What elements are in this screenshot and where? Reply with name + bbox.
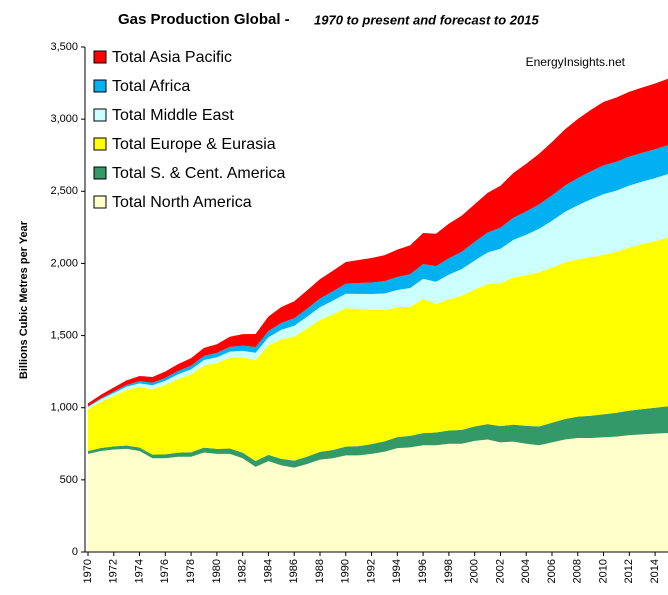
legend-swatch <box>93 50 107 64</box>
y-tick-label: 500 <box>60 474 78 486</box>
legend-swatch <box>93 195 107 209</box>
x-tick-label: 1986 <box>288 559 300 583</box>
x-tick-label: 1994 <box>391 559 403 583</box>
y-tick-label: 0 <box>72 546 78 558</box>
area <box>88 406 668 468</box>
y-tick-label: 1,500 <box>50 329 78 341</box>
area <box>88 237 668 461</box>
x-tick-label: 2004 <box>520 559 532 583</box>
y-tick-label: 2,500 <box>50 185 78 197</box>
x-tick-label: 1980 <box>211 559 223 583</box>
area <box>88 145 668 407</box>
legend-label: Total Asia Pacific <box>112 49 232 66</box>
x-tick-label: 2012 <box>623 559 635 583</box>
x-tick-label: 1988 <box>314 559 326 583</box>
legend-label: Total Africa <box>112 78 190 95</box>
legend-swatch <box>93 137 107 151</box>
x-tick-label: 1972 <box>108 559 120 583</box>
area <box>88 432 668 552</box>
legend-label: Total Europe & Eurasia <box>112 136 276 153</box>
x-tick-label: 2010 <box>597 559 609 583</box>
x-tick-label: 1970 <box>82 559 94 583</box>
y-tick-label: 3,500 <box>50 41 78 53</box>
legend-label: Total S. & Cent. America <box>112 165 286 182</box>
legend-swatch <box>93 108 107 122</box>
x-tick-label: 1996 <box>417 559 429 583</box>
x-tick-label: 1984 <box>262 559 274 583</box>
annotation: EnergyInsights.net <box>526 55 626 69</box>
chart-subtitle: 1970 to present and forecast to 2015 <box>314 12 539 27</box>
legend-label: Total North America <box>112 194 252 211</box>
legend-swatch <box>93 166 107 180</box>
x-tick-label: 1976 <box>159 559 171 583</box>
x-tick-label: 1982 <box>237 559 249 583</box>
y-tick-label: 1,000 <box>50 402 78 414</box>
y-tick-label: 2,000 <box>50 257 78 269</box>
plot-area <box>88 78 668 552</box>
x-tick-label: 2002 <box>494 559 506 583</box>
x-tick-label: 1990 <box>340 559 352 583</box>
x-tick-label: 1978 <box>185 559 197 583</box>
y-tick-label: 3,000 <box>50 113 78 125</box>
area <box>88 78 668 407</box>
x-tick-label: 2006 <box>546 559 558 583</box>
y-axis-label: Billions Cubic Metres per Year <box>18 220 30 379</box>
x-tick-label: 1974 <box>133 559 145 583</box>
x-tick-label: 1998 <box>443 559 455 583</box>
legend-label: Total Middle East <box>112 107 234 124</box>
x-tick-label: 2014 <box>649 559 661 583</box>
x-tick-label: 2008 <box>572 559 584 583</box>
area <box>88 173 668 410</box>
x-tick-label: 1992 <box>365 559 377 583</box>
legend-swatch <box>93 79 107 93</box>
chart-title: Gas Production Global - <box>118 11 290 28</box>
x-tick-label: 2000 <box>469 559 481 583</box>
